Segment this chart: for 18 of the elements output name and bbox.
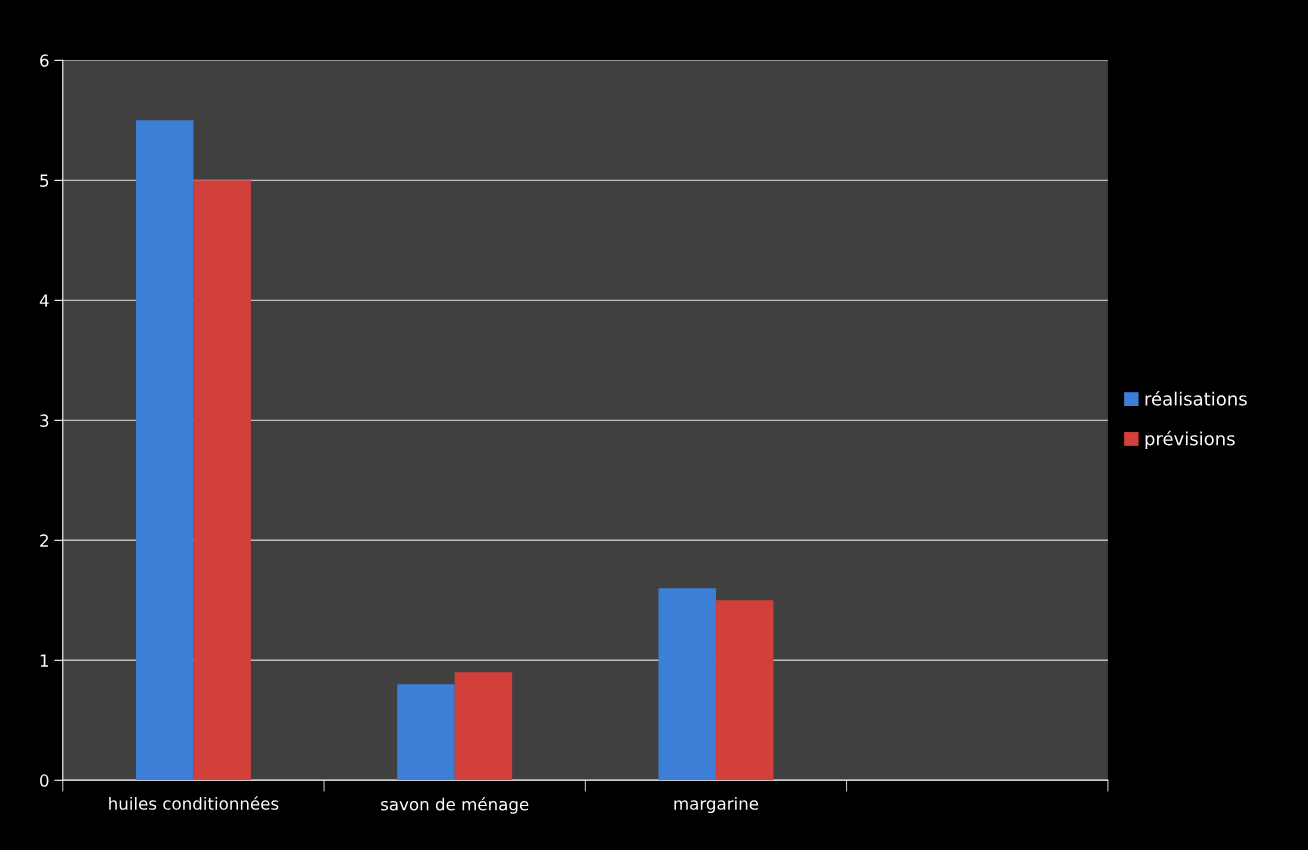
legend-label: réalisations bbox=[1145, 390, 1247, 406]
y-tick-label: 1 bbox=[40, 654, 49, 667]
y-tick-label: 0 bbox=[40, 774, 49, 787]
y-tick-label: 2 bbox=[40, 534, 48, 547]
bar bbox=[454, 672, 513, 781]
x-tick-label: huiles conditionnées bbox=[109, 796, 279, 810]
bar bbox=[715, 600, 774, 781]
bar bbox=[397, 684, 455, 781]
legend-label: prévisions bbox=[1145, 430, 1235, 449]
bar bbox=[658, 588, 716, 781]
bar bbox=[135, 120, 194, 781]
x-tick-label: margarine bbox=[674, 796, 759, 814]
x-tick-label: savon de ménage bbox=[381, 796, 529, 814]
y-tick-label: 3 bbox=[40, 414, 49, 427]
y-tick-label: 5 bbox=[40, 174, 49, 187]
bar bbox=[193, 180, 251, 781]
y-tick-label: 4 bbox=[39, 294, 49, 307]
y-tick-label: 6 bbox=[40, 54, 49, 67]
